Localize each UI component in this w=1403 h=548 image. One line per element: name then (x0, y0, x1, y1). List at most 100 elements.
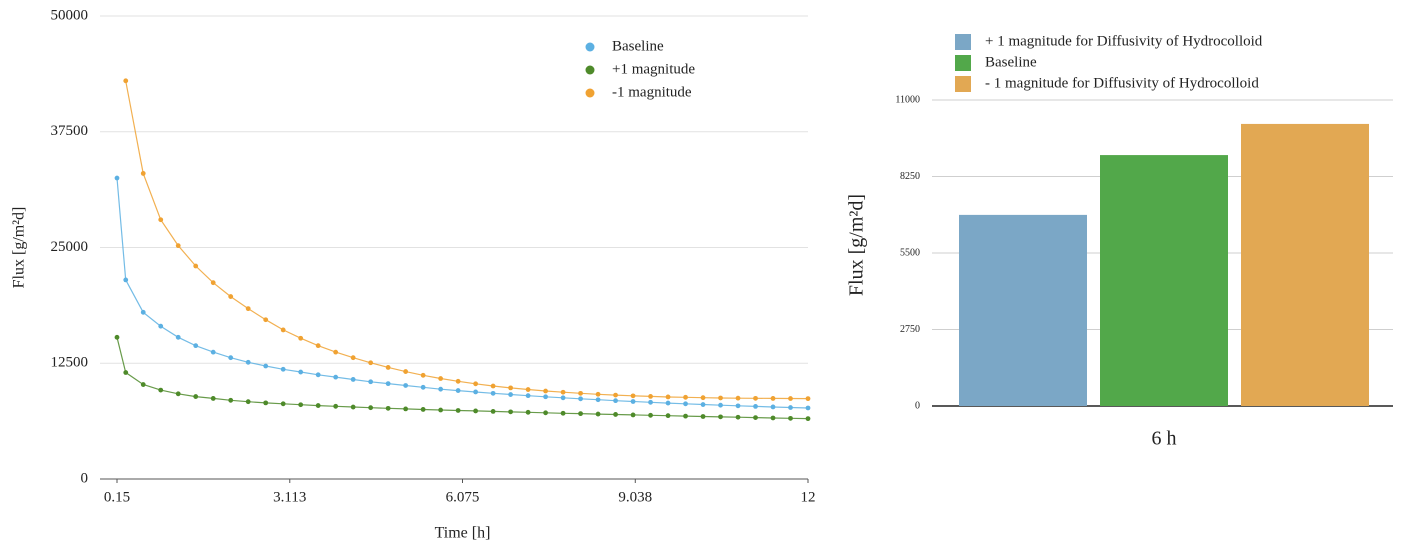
x-tick-label: 12 (801, 489, 816, 505)
legend-marker (585, 65, 595, 75)
data-point (735, 395, 741, 401)
data-point (385, 365, 391, 370)
data-point (245, 399, 251, 405)
data-point (438, 376, 444, 381)
legend-label: +1 magnitude (612, 61, 695, 77)
data-point (578, 396, 583, 402)
data-point (490, 409, 496, 414)
bar (959, 214, 1087, 406)
data-point (193, 263, 199, 269)
data-point (420, 372, 426, 378)
plot-area (114, 78, 811, 422)
data-point (210, 280, 216, 286)
data-point (193, 343, 199, 349)
data-point (525, 387, 531, 392)
data-point (420, 384, 426, 390)
data-point (228, 397, 234, 403)
data-point (788, 396, 793, 401)
data-point (560, 389, 566, 395)
data-point (350, 404, 356, 410)
data-point (805, 416, 811, 422)
data-point (735, 414, 741, 420)
data-point (560, 410, 566, 416)
data-point (613, 412, 618, 417)
data-point (123, 370, 129, 375)
data-point (315, 403, 321, 408)
y-tick-label: 37500 (51, 123, 89, 139)
data-point (770, 404, 776, 410)
data-point (123, 277, 129, 283)
data-point (114, 334, 120, 340)
data-point (123, 78, 129, 84)
data-point (175, 391, 181, 397)
data-point (280, 327, 286, 333)
data-point (473, 389, 479, 395)
y-axis-label: Flux [g/m²d] (11, 207, 28, 289)
data-point (473, 381, 479, 387)
data-point (700, 414, 706, 419)
data-point (455, 388, 461, 393)
data-point (158, 217, 164, 223)
legend-label: -1 magnitude (612, 84, 692, 100)
data-point (665, 413, 671, 419)
data-point (140, 171, 146, 176)
data-point (595, 391, 601, 397)
data-point (718, 414, 723, 420)
data-point (508, 409, 514, 415)
data-point (630, 412, 636, 418)
data-point (735, 403, 741, 409)
data-point (263, 400, 269, 406)
data-point (525, 393, 531, 399)
data-point (333, 374, 339, 380)
data-point (333, 349, 339, 355)
series-line (116, 178, 809, 409)
x-tick-label: 9.038 (618, 489, 652, 505)
y-tick-label: 12500 (51, 355, 89, 371)
data-point (420, 407, 426, 412)
legend-label: + 1 magnitude for Diffusivity of Hydroco… (985, 33, 1263, 49)
data-point (210, 396, 216, 401)
series-line (125, 80, 809, 400)
y-tick-label: 0 (81, 470, 89, 486)
data-point (543, 394, 548, 400)
data-point (560, 395, 566, 401)
data-point (315, 372, 321, 378)
data-point (543, 410, 548, 416)
legend-marker (955, 34, 971, 50)
data-point (333, 403, 339, 409)
data-point (350, 355, 356, 361)
y-tick-label: 50000 (51, 7, 89, 23)
data-point (368, 379, 374, 385)
y-axis-label: Flux [g/m²d] (846, 194, 868, 296)
y-tick-label: 25000 (51, 239, 89, 255)
data-point (280, 401, 286, 407)
x-tick-label: 3.113 (273, 489, 306, 505)
data-point (228, 355, 234, 361)
legend-marker (955, 76, 971, 92)
legend-marker (585, 88, 595, 98)
data-point (158, 387, 164, 393)
data-point (543, 388, 548, 394)
y-tick-label: 5500 (900, 247, 920, 258)
y-tick-label: 8250 (900, 171, 920, 182)
x-tick-label: 6.075 (446, 489, 480, 505)
legend-marker (585, 42, 595, 52)
legend-marker (955, 55, 971, 71)
data-point (350, 377, 356, 382)
data-point (263, 363, 269, 369)
data-point (578, 411, 583, 417)
data-point (770, 415, 776, 421)
data-point (753, 395, 758, 401)
data-point (368, 360, 374, 366)
data-point (140, 382, 146, 387)
data-point (648, 399, 653, 405)
data-point (683, 394, 688, 400)
data-point (403, 369, 409, 374)
data-point (438, 386, 444, 392)
legend-label: - 1 magnitude for Diffusivity of Hydroco… (985, 75, 1259, 91)
x-tick-label: 6 h (1152, 428, 1177, 450)
data-point (490, 383, 496, 389)
data-point (648, 394, 653, 399)
data-point (683, 401, 688, 407)
